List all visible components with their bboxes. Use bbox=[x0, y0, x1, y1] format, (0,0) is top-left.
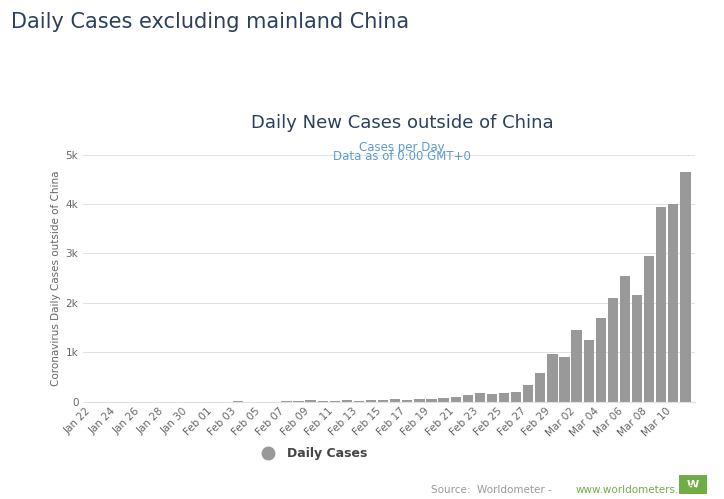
Bar bbox=[535, 373, 545, 402]
Bar bbox=[668, 204, 678, 402]
Text: Daily Cases excluding mainland China: Daily Cases excluding mainland China bbox=[11, 12, 409, 32]
Bar bbox=[560, 357, 570, 402]
Bar bbox=[414, 399, 424, 402]
Bar bbox=[620, 276, 630, 402]
Bar bbox=[584, 340, 594, 402]
Bar bbox=[354, 401, 364, 402]
Bar bbox=[426, 399, 437, 402]
Text: Source:  Worldometer -: Source: Worldometer - bbox=[431, 485, 555, 495]
Y-axis label: Coronavirus Daily Cases outside of China: Coronavirus Daily Cases outside of China bbox=[51, 171, 62, 386]
Legend: Daily Cases: Daily Cases bbox=[251, 442, 372, 465]
Bar bbox=[475, 393, 485, 402]
Bar bbox=[656, 207, 666, 402]
Bar bbox=[511, 392, 521, 402]
Bar bbox=[366, 400, 376, 402]
Bar bbox=[681, 172, 691, 402]
Bar bbox=[487, 394, 497, 402]
Bar bbox=[571, 330, 581, 402]
Bar bbox=[402, 400, 413, 402]
Text: Data as of 0:00 GMT+0: Data as of 0:00 GMT+0 bbox=[333, 150, 471, 163]
Bar bbox=[644, 256, 654, 402]
Text: Cases per Day: Cases per Day bbox=[359, 141, 445, 154]
Bar bbox=[632, 295, 642, 402]
Bar bbox=[342, 400, 352, 402]
Text: www.worldometers.info: www.worldometers.info bbox=[576, 485, 699, 495]
Bar bbox=[390, 399, 400, 402]
Text: Daily New Cases outside of China: Daily New Cases outside of China bbox=[251, 114, 553, 132]
Bar bbox=[596, 318, 606, 402]
Bar bbox=[450, 397, 460, 402]
Bar bbox=[463, 395, 473, 402]
Bar bbox=[523, 385, 534, 402]
Bar bbox=[318, 401, 328, 402]
Bar bbox=[306, 401, 316, 402]
Bar bbox=[378, 400, 388, 402]
Text: W: W bbox=[687, 481, 699, 491]
Bar bbox=[499, 393, 509, 402]
Bar bbox=[607, 298, 618, 402]
Bar bbox=[329, 401, 340, 402]
Bar bbox=[439, 398, 449, 402]
Bar bbox=[547, 354, 557, 402]
